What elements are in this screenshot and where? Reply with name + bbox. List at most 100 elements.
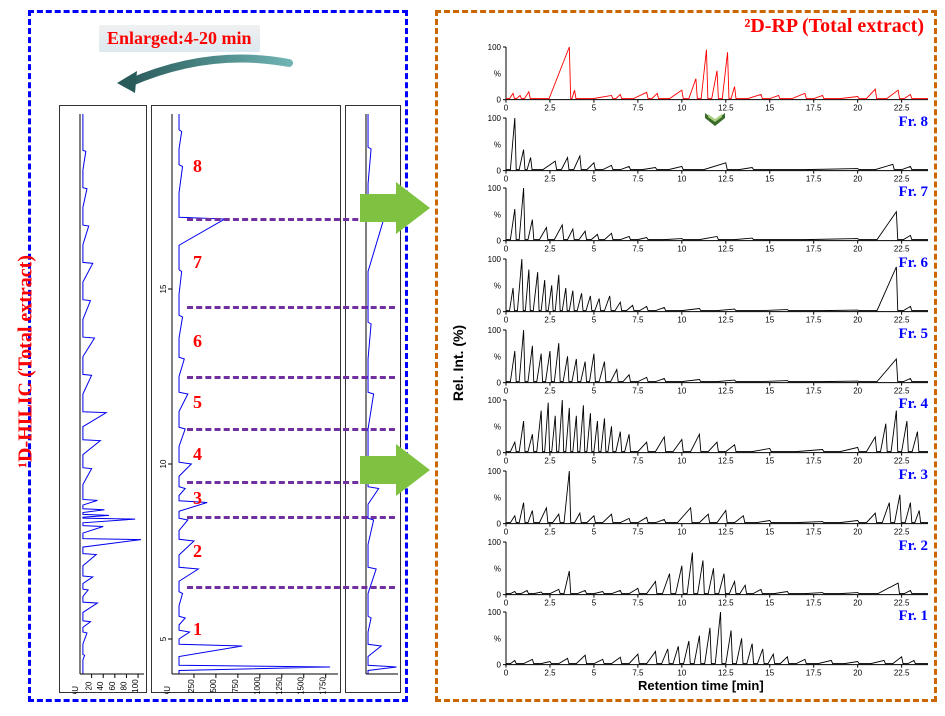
svg-text:7.5: 7.5 <box>632 174 644 183</box>
chevron-down-icon <box>703 111 727 129</box>
svg-text:15: 15 <box>765 598 774 607</box>
right-title: ²D-RP (Total extract) <box>744 15 924 38</box>
svg-text:%: % <box>494 493 501 502</box>
svg-text:12.5: 12.5 <box>718 457 734 466</box>
svg-text:0: 0 <box>497 237 502 246</box>
arrow-bottom-icon <box>354 442 434 498</box>
svg-text:15: 15 <box>765 669 774 678</box>
svg-text:2.5: 2.5 <box>544 386 556 395</box>
svg-text:20: 20 <box>853 669 862 678</box>
svg-text:5: 5 <box>592 669 597 678</box>
svg-text:60: 60 <box>108 681 117 690</box>
fraction-label: 2 <box>193 541 202 562</box>
svg-text:10: 10 <box>677 386 686 395</box>
svg-text:22.5: 22.5 <box>894 316 910 325</box>
svg-text:12.5: 12.5 <box>718 316 734 325</box>
rp-chromatogram-row: 0100%02.557.51012.51517.52022.5Fr. 4 <box>484 396 932 467</box>
svg-text:10: 10 <box>677 598 686 607</box>
chrom-main: 20406080100mAU <box>59 105 147 693</box>
svg-text:20: 20 <box>853 528 862 537</box>
svg-text:0: 0 <box>504 598 509 607</box>
svg-text:0: 0 <box>497 166 502 175</box>
svg-text:5: 5 <box>592 245 597 254</box>
svg-text:17.5: 17.5 <box>806 598 822 607</box>
svg-text:5: 5 <box>592 316 597 325</box>
svg-text:2.5: 2.5 <box>544 174 556 183</box>
left-vert-label: ¹D-HILIC (Total extract) <box>15 242 38 482</box>
fraction-label: 8 <box>193 156 202 177</box>
right-y-label: Rel. Int. (%) <box>450 313 466 413</box>
svg-text:0: 0 <box>504 316 509 325</box>
svg-text:40: 40 <box>96 681 105 690</box>
svg-text:22.5: 22.5 <box>894 528 910 537</box>
svg-text:2.5: 2.5 <box>544 598 556 607</box>
rp-fraction-label: Fr. 4 <box>899 396 928 413</box>
svg-text:12.5: 12.5 <box>718 174 734 183</box>
curve-arrow-icon <box>109 53 309 103</box>
svg-text:15: 15 <box>765 457 774 466</box>
enlarged-label: Enlarged:4-20 min <box>99 25 260 52</box>
svg-text:7.5: 7.5 <box>632 598 644 607</box>
svg-text:10: 10 <box>677 457 686 466</box>
svg-text:17.5: 17.5 <box>806 104 822 113</box>
svg-text:20: 20 <box>853 598 862 607</box>
svg-text:15: 15 <box>765 104 774 113</box>
rp-chromatogram-row: 0100%02.557.51012.51517.52022.5Fr. 7 <box>484 184 932 255</box>
svg-text:%: % <box>494 281 501 290</box>
rp-chromatogram-row: 0100%02.557.51012.51517.52022.5Fr. 3 <box>484 467 932 538</box>
svg-text:12.5: 12.5 <box>718 669 734 678</box>
svg-text:7.5: 7.5 <box>632 386 644 395</box>
svg-text:17.5: 17.5 <box>806 457 822 466</box>
svg-text:0: 0 <box>504 245 509 254</box>
svg-text:0: 0 <box>504 386 509 395</box>
rp-chromatogram-row: 0100%02.557.51012.51517.52022.5 <box>484 43 932 114</box>
svg-text:17.5: 17.5 <box>806 669 822 678</box>
svg-text:0: 0 <box>504 528 509 537</box>
svg-text:7.5: 7.5 <box>632 245 644 254</box>
svg-text:2.5: 2.5 <box>544 528 556 537</box>
fraction-boundary <box>187 376 395 379</box>
svg-text:7.5: 7.5 <box>632 669 644 678</box>
svg-text:0: 0 <box>504 457 509 466</box>
svg-text:10: 10 <box>677 669 686 678</box>
svg-text:100: 100 <box>488 114 502 123</box>
svg-text:2.5: 2.5 <box>544 245 556 254</box>
svg-text:22.5: 22.5 <box>894 669 910 678</box>
svg-text:7.5: 7.5 <box>632 528 644 537</box>
svg-text:100: 100 <box>488 396 502 405</box>
svg-text:22.5: 22.5 <box>894 245 910 254</box>
svg-text:0: 0 <box>497 520 502 529</box>
svg-text:20: 20 <box>853 457 862 466</box>
svg-text:5: 5 <box>592 598 597 607</box>
svg-text:0: 0 <box>497 308 502 317</box>
svg-text:%: % <box>494 564 501 573</box>
svg-text:%: % <box>494 352 501 361</box>
svg-text:17.5: 17.5 <box>806 316 822 325</box>
svg-text:20: 20 <box>853 245 862 254</box>
svg-text:22.5: 22.5 <box>894 598 910 607</box>
fraction-boundary <box>187 306 395 309</box>
svg-text:17.5: 17.5 <box>806 386 822 395</box>
svg-text:0: 0 <box>497 590 502 599</box>
svg-text:7.5: 7.5 <box>632 457 644 466</box>
svg-text:0: 0 <box>504 104 509 113</box>
rp-fraction-label: Fr. 5 <box>899 326 928 343</box>
rp-fraction-label: Fr. 2 <box>899 538 928 555</box>
svg-text:10: 10 <box>677 245 686 254</box>
svg-text:17.5: 17.5 <box>806 528 822 537</box>
svg-text:10: 10 <box>677 104 686 113</box>
svg-text:0: 0 <box>497 378 502 387</box>
svg-text:7.5: 7.5 <box>632 316 644 325</box>
svg-text:12.5: 12.5 <box>718 528 734 537</box>
svg-text:mAU: mAU <box>71 686 80 694</box>
svg-text:0: 0 <box>504 174 509 183</box>
svg-text:5: 5 <box>592 528 597 537</box>
rp-fraction-label: Fr. 6 <box>899 255 928 272</box>
right-x-label: Retention time [min] <box>638 678 764 693</box>
svg-text:20: 20 <box>853 104 862 113</box>
arrow-top-icon <box>354 180 434 236</box>
svg-text:100: 100 <box>488 467 502 476</box>
svg-text:100: 100 <box>488 184 502 193</box>
svg-text:100: 100 <box>488 255 502 264</box>
fraction-label: 4 <box>193 444 202 465</box>
